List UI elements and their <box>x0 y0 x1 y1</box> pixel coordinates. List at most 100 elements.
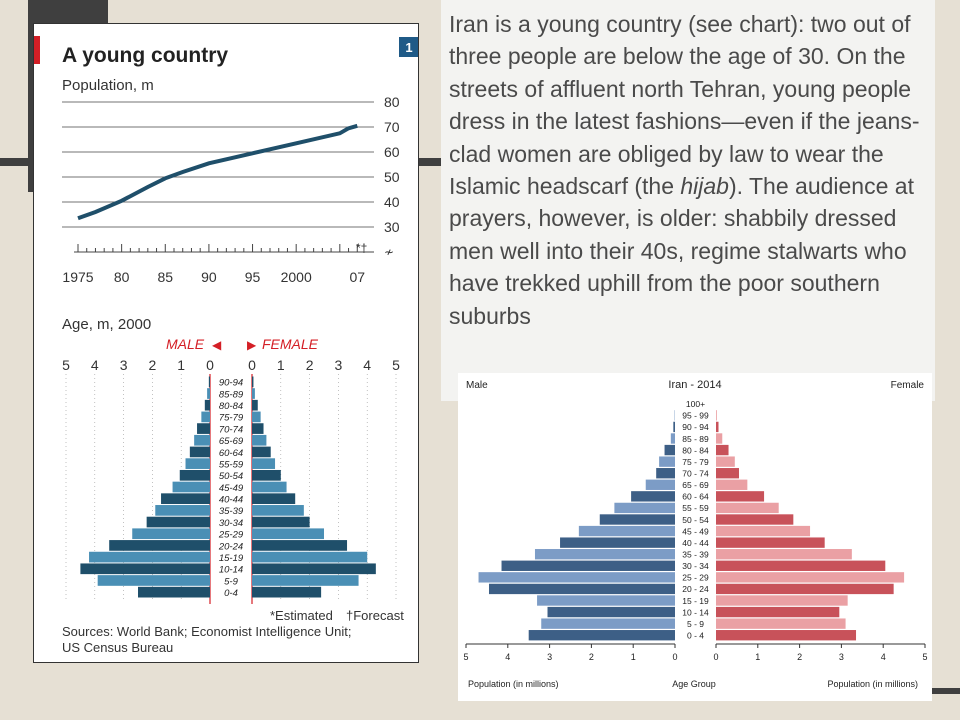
cia-age-label: 20 - 24 <box>682 584 709 594</box>
note-forecast: †Forecast <box>346 608 404 623</box>
decor-line-bottom-right <box>932 688 960 694</box>
decor-line-left <box>0 158 60 166</box>
cia-xtick-label-right: 3 <box>839 652 844 662</box>
pyramid-subtitle: Age, m, 2000 <box>62 316 151 333</box>
cia-age-label: 85 - 89 <box>682 434 709 444</box>
cia-xtick-label-right: 2 <box>797 652 802 662</box>
cia-age-label: 60 - 64 <box>682 492 709 502</box>
cia-bar-male <box>645 479 675 490</box>
pyramid-tick-label-left: 3 <box>120 357 128 373</box>
pyramid-bar-female <box>252 376 254 388</box>
pyramid-bar-male <box>179 469 210 481</box>
pyramid-age-label: 40-44 <box>219 495 243 506</box>
cia-bar-male <box>670 433 675 444</box>
line-marker-symbols: *† <box>356 241 367 255</box>
iran-2014-chart-svg: Male Iran - 2014 Female 0 - 4 5 - 9 10 - 1… <box>463 379 927 689</box>
pyramid-bar-female <box>252 434 267 446</box>
cia-bar-female <box>716 618 846 629</box>
pyramid-bar-female <box>252 505 304 516</box>
pyramid-bar-female <box>252 551 368 563</box>
pyramid-bar-male <box>172 481 210 493</box>
pyramid-bar-male <box>161 493 210 505</box>
cia-xtick-label-left: 2 <box>589 652 594 662</box>
pyramid-bar-male <box>194 434 210 446</box>
cia-xtick-label-left: 3 <box>547 652 552 662</box>
cia-age-label: 90 - 94 <box>682 422 709 432</box>
cia-age-label: 25 - 29 <box>682 573 709 583</box>
cia-bar-male <box>528 630 675 641</box>
pyramid-bar-female <box>252 481 287 493</box>
cia-bar-male <box>659 456 675 467</box>
pyramid-age-label: 5-9 <box>224 576 238 587</box>
title-red-bar <box>34 36 40 64</box>
pyramid-bar-male <box>138 586 210 598</box>
cia-age-label: 95 - 99 <box>682 411 709 421</box>
pyramid-bar-female <box>252 540 348 551</box>
cia-bar-female <box>716 491 765 502</box>
pyramid-age-label: 55-59 <box>219 459 244 470</box>
pyramid-tick-label-right: 0 <box>248 357 256 373</box>
cia-bar-female <box>716 630 857 641</box>
cia-age-label: 5 - 9 <box>687 619 704 629</box>
pyramid-bar-female <box>252 458 276 469</box>
cia-age-label: 50 - 54 <box>682 515 709 525</box>
cia-age-label: 65 - 69 <box>682 480 709 490</box>
pyramid-age-label: 60-64 <box>219 448 243 459</box>
cia-bar-male <box>599 514 675 525</box>
cia-age-label: 80 - 84 <box>682 445 709 455</box>
cia-bar-female <box>716 433 723 444</box>
cia-bar-male <box>673 421 675 433</box>
line-xtick-label: 90 <box>201 269 217 285</box>
pyramid-bar-female <box>252 423 264 434</box>
pyramid-tick-label-left: 0 <box>206 357 214 373</box>
pyramid-bar-male <box>185 458 210 469</box>
line-xtick-label: 1975 <box>62 269 93 285</box>
cia-bar-male <box>534 549 675 560</box>
pyramid-age-label: 80-84 <box>219 401 243 412</box>
pyramid-tick-label-right: 2 <box>306 357 314 373</box>
pyramid-tick-label-left: 4 <box>91 357 99 373</box>
population-line <box>77 123 358 221</box>
cia-age-label: 0 - 4 <box>687 631 704 641</box>
line-ytick-label: 80 <box>384 94 400 110</box>
cia-age-label: 10 - 14 <box>682 607 709 617</box>
pyramid-tick-label-left: 1 <box>177 357 185 373</box>
line-ytick-label: 60 <box>384 144 400 160</box>
cia-bar-female <box>716 572 905 583</box>
cia-bar-male <box>631 491 675 502</box>
pyramid-bar-male <box>89 551 210 563</box>
pyramid-bar-male <box>109 540 210 551</box>
cia-bar-male <box>478 572 675 583</box>
pyramid-bar-male <box>132 528 210 540</box>
cia-bar-male <box>664 444 675 456</box>
cia-xlabel-right: Population (in millions) <box>827 679 918 689</box>
cia-bar-female <box>716 606 840 618</box>
pyramid-bar-female <box>252 563 376 575</box>
pyramid-tick-label-left: 2 <box>149 357 157 373</box>
cia-bar-male <box>560 537 675 548</box>
cia-bar-female <box>716 421 719 433</box>
decor-line-mid <box>419 158 445 166</box>
cia-age-label: 70 - 74 <box>682 469 709 479</box>
iran-2014-chart-panel: Male Iran - 2014 Female 0 - 4 5 - 9 10 - 1… <box>458 373 932 701</box>
cia-bar-male <box>614 502 675 514</box>
pyramid-bar-female <box>252 399 258 411</box>
cia-xlabel-left: Population (in millions) <box>468 679 559 689</box>
pyramid-bar-male <box>197 423 210 434</box>
cia-bar-female <box>716 410 717 421</box>
pyramid-bar-male <box>204 399 210 411</box>
cia-title: Iran - 2014 <box>668 379 721 391</box>
pyramid-bar-male <box>80 563 211 575</box>
cia-age-label: 40 - 44 <box>682 538 709 548</box>
economist-chart-panel: A young country 1 Population, m 30 40 50 60… <box>33 23 419 663</box>
pyramid-tick-label-right: 1 <box>277 357 285 373</box>
line-ylabel: Population, m <box>62 77 154 94</box>
pyramid-age-label: 35-39 <box>219 506 244 517</box>
pyramid-bar-male <box>208 376 210 388</box>
cia-bar-female <box>716 549 852 560</box>
pyramid-age-label: 70-74 <box>219 424 243 435</box>
economist-chart-svg: A young country 1 Population, m 30405060… <box>34 36 419 655</box>
line-xtick-label: 07 <box>349 269 365 285</box>
cia-bar-female <box>716 468 739 479</box>
female-label: FEMALE <box>262 336 319 352</box>
